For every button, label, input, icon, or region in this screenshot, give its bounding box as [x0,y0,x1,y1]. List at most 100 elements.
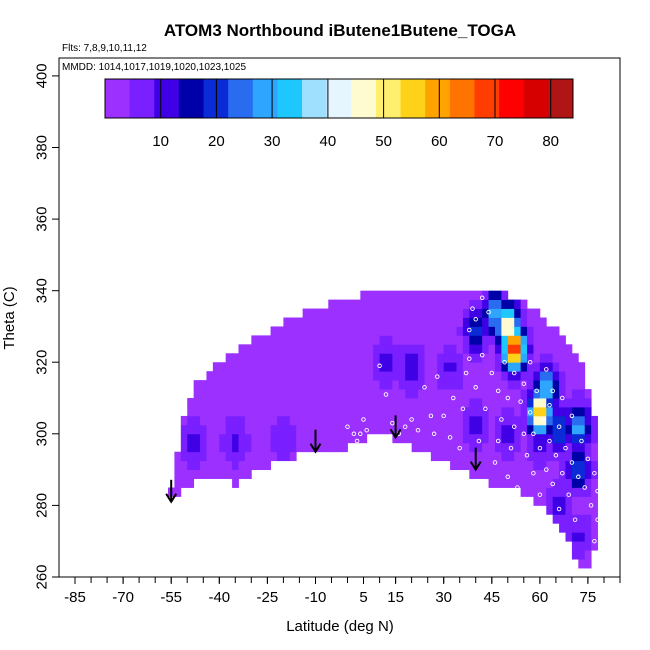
heatmap-cell [232,478,239,488]
colorbar-swatch [105,79,131,118]
heatmap-cell [507,380,515,390]
heatmap-cell [527,344,534,354]
heatmap-cell [347,308,355,318]
heatmap-cell [520,344,528,354]
heatmap-cell [450,424,457,435]
heatmap-cell [347,406,355,417]
heatmap-cell [514,380,522,390]
heatmap-cell [546,415,554,426]
heatmap-cell [225,433,233,444]
heatmap-cell [315,398,323,408]
heatmap-cell [379,415,387,426]
heatmap-cell [187,406,195,417]
heatmap-cell [462,299,470,309]
heatmap-cell [424,317,432,327]
heatmap-cell [475,308,483,318]
sample-point [467,356,472,361]
heatmap-cell [462,460,470,471]
sample-point [435,374,440,379]
heatmap-cell [462,424,470,435]
heatmap-cell [347,415,355,426]
heatmap-cell [501,424,509,435]
heatmap-cell [571,532,579,542]
heatmap-cell [392,380,400,390]
heatmap-cell [514,398,522,408]
heatmap-cell [462,344,470,354]
heatmap-cell [225,424,233,435]
heatmap-cell [469,424,477,435]
heatmap-cell [232,442,239,453]
heatmap-cell [501,308,509,318]
heatmap-cell [289,344,297,354]
heatmap-cell [321,415,329,426]
heatmap-cell [283,424,291,435]
heatmap-cell [309,371,316,381]
heatmap-cell [225,362,233,372]
heatmap-cell [488,362,496,372]
heatmap-cell [283,317,291,327]
heatmap-cell [373,353,380,363]
heatmap-cell [398,371,406,381]
heatmap-cell [469,326,477,336]
heatmap-cell [578,487,586,497]
heatmap-cell [565,442,573,453]
heatmap-cell [456,406,464,417]
heatmap-cell [533,460,541,471]
heatmap-cell [385,308,393,318]
heatmap-cell [430,406,438,417]
heatmap-cell [270,344,278,354]
heatmap-cell [469,380,477,390]
flight-arrow [309,429,322,454]
sample-point [556,506,562,512]
heatmap-cell [437,335,445,345]
heatmap-cell [494,406,502,417]
heatmap-cell [264,344,271,354]
heatmap-cell [475,317,483,327]
heatmap-cell [552,406,560,417]
heatmap-cell [193,433,201,444]
heatmap-cell [475,371,483,381]
heatmap-cell [456,398,464,408]
heatmap-cell [200,415,207,426]
heatmap-cell [212,406,220,417]
colorbar-swatch [302,79,328,118]
heatmap-cell [578,496,586,506]
heatmap-cell [180,451,188,462]
heatmap-cell [494,389,502,399]
heatmap-cell [379,317,387,327]
heatmap-cell [347,389,355,399]
heatmap-cell [373,398,380,408]
heatmap-cell [571,371,579,381]
heatmap-cell [437,424,445,435]
heatmap-cell [232,398,239,408]
sample-point [563,445,568,451]
heatmap-cell [514,335,522,345]
heatmap-cell [527,326,534,336]
heatmap-cell [341,415,348,426]
heatmap-cell [321,433,329,444]
flight-arrows [165,415,482,504]
heatmap-cell [578,389,586,399]
y-axis-label: Theta (C) [1,286,18,349]
heatmap-cell [559,433,566,444]
heatmap-cell [405,362,413,372]
heatmap-cell [430,344,438,354]
heatmap-cell [443,442,451,453]
heatmap-cell [411,326,419,336]
heatmap-cell [482,406,489,417]
heatmap-cell [507,317,515,327]
flight-arrow [389,415,402,440]
heatmap-cell [533,469,541,479]
sample-point [181,399,187,404]
heatmap-cell [398,344,406,354]
heatmap-cell [398,317,406,327]
heatmap-cell [450,290,457,301]
heatmap-cell [539,371,547,381]
heatmap-cell [469,290,477,301]
heatmap-cell [379,299,387,309]
heatmap-cell [411,317,419,327]
heatmap-cell [270,353,278,363]
heatmap-cell [411,406,419,417]
heatmap-cell [238,424,246,435]
heatmap-cell [405,380,413,390]
